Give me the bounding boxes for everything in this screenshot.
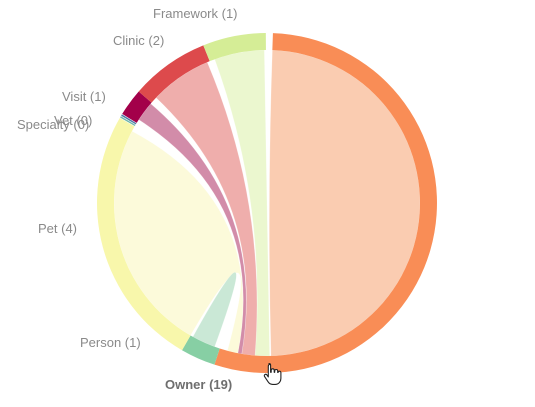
chords-layer: [113, 49, 421, 357]
group-arc-framework[interactable]: [203, 33, 266, 62]
group-arc-vet[interactable]: [121, 114, 137, 125]
chord-owner-pet[interactable]: [113, 130, 244, 354]
group-arc-person[interactable]: [182, 335, 220, 365]
group-label-framework: Framework (1): [153, 6, 238, 21]
group-label-person: Person (1): [80, 335, 141, 350]
chord-owner-clinic[interactable]: [155, 61, 258, 356]
group-arc-specialty[interactable]: [120, 116, 136, 127]
arcs-layer: [97, 33, 437, 373]
group-label-visit: Visit (1): [62, 89, 106, 104]
group-label-pet: Pet (4): [38, 221, 77, 236]
group-label-owner: Owner (19): [165, 377, 232, 392]
group-label-specialty: Specialty (0): [17, 117, 89, 132]
labels-layer: Owner (19) Person (1) Pet (4) Specialty (0)…: [17, 6, 238, 392]
group-label-vet: Vet (0): [54, 113, 92, 128]
group-label-clinic: Clinic (2): [113, 33, 164, 48]
group-arc-clinic[interactable]: [138, 45, 210, 103]
chord-person-person[interactable]: [192, 272, 237, 348]
group-arc-pet[interactable]: [97, 118, 191, 351]
group-arc-visit[interactable]: [122, 91, 152, 123]
chord-owner-framework[interactable]: [214, 49, 270, 357]
